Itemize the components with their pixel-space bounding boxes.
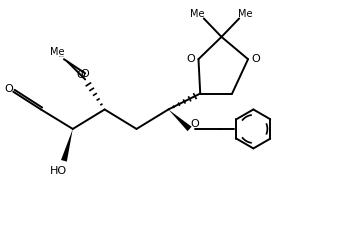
- Polygon shape: [61, 129, 73, 162]
- Text: Me: Me: [50, 47, 65, 57]
- Text: O: O: [251, 54, 260, 64]
- Text: HO: HO: [50, 166, 67, 176]
- Polygon shape: [168, 110, 192, 132]
- Text: Me: Me: [238, 9, 253, 19]
- Text: O: O: [77, 70, 85, 80]
- Text: O: O: [186, 54, 195, 64]
- Text: Me: Me: [190, 9, 205, 19]
- Text: Methoxy: Methoxy: [59, 55, 65, 57]
- Text: O: O: [81, 69, 90, 79]
- Text: O: O: [190, 119, 199, 129]
- Text: O: O: [5, 83, 13, 93]
